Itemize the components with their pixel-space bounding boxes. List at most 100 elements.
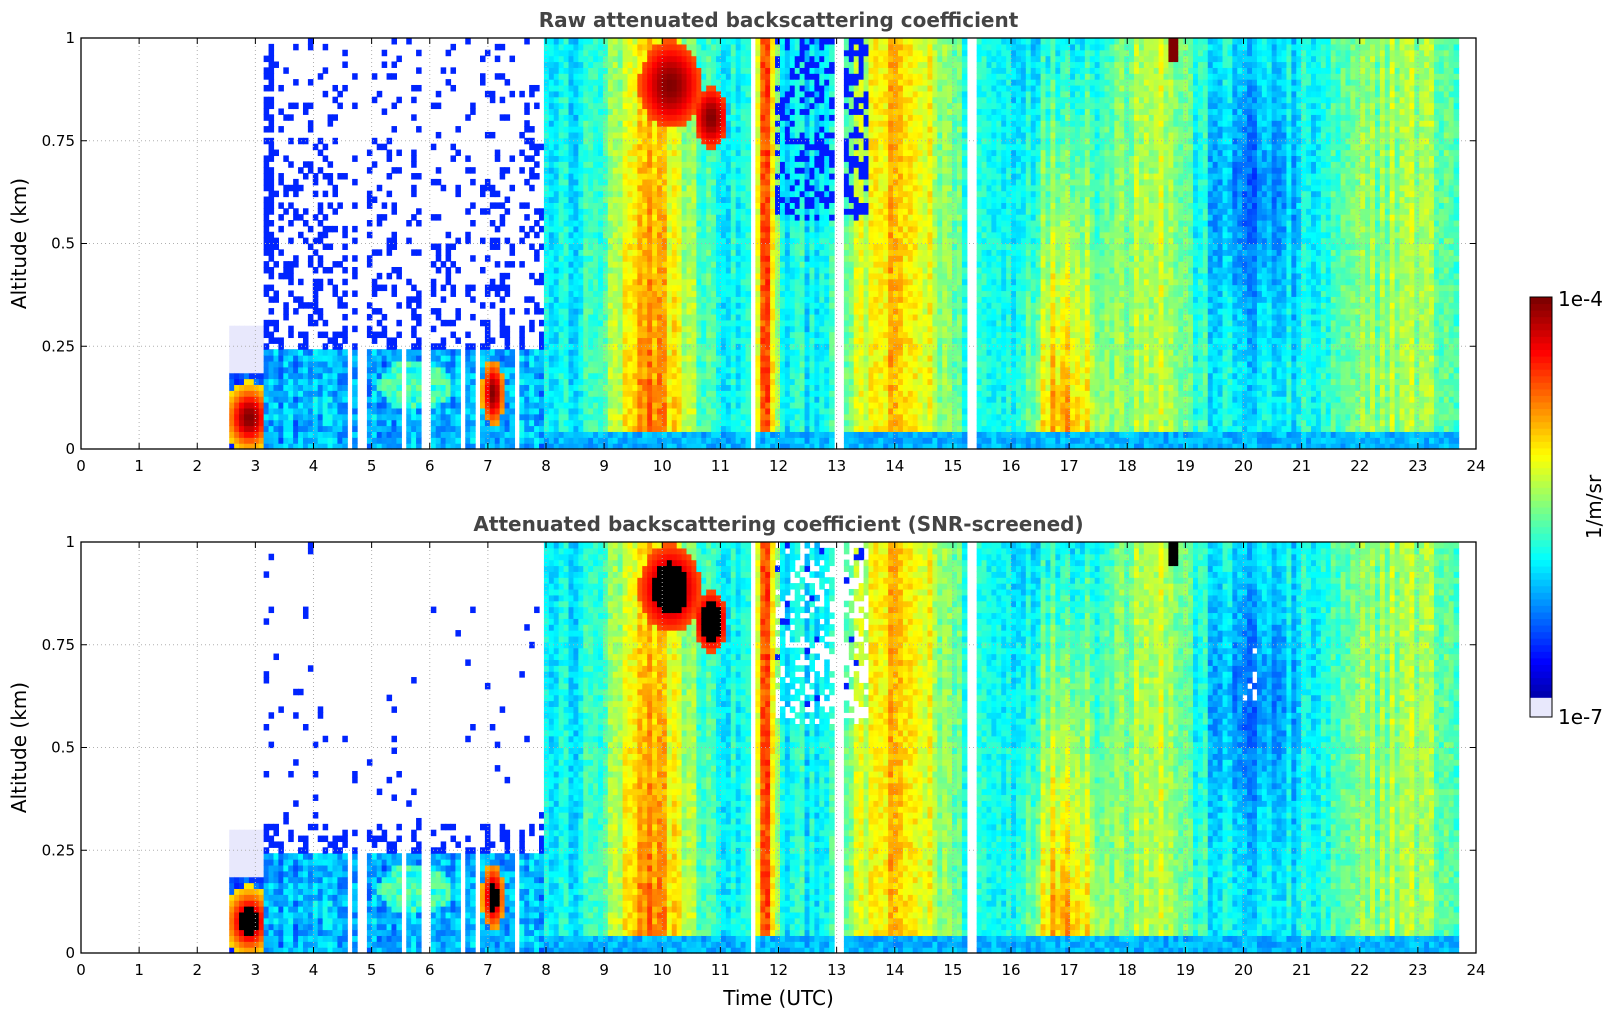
heatmap-cell [672,38,678,44]
heatmap-cell [775,144,781,150]
heatmap-cell [569,126,575,132]
heatmap-cell [328,226,334,232]
heatmap-cell [780,290,786,296]
heatmap-cell [465,285,471,291]
heatmap-cell [637,379,643,385]
heatmap-cell [642,67,648,73]
heatmap-cell [564,379,570,385]
heatmap-cell [603,408,609,414]
heatmap-cell [519,332,525,338]
heatmap-cell [721,202,727,208]
heatmap-cell [726,379,732,385]
heatmap-cell [691,61,697,67]
heatmap-cell [293,191,299,197]
heatmap-cell [613,285,619,291]
heatmap-cell [441,396,447,402]
heatmap-cell [524,414,530,420]
heatmap-cell [672,232,678,238]
heatmap-cell [573,420,579,426]
heatmap-cell [303,414,309,420]
heatmap-cell [288,367,294,373]
heatmap-cell [721,373,727,379]
heatmap-cell [382,285,388,291]
heatmap-cell [628,232,634,238]
heatmap-cell [746,390,752,396]
heatmap-cell [672,314,678,320]
heatmap-cell [588,402,594,408]
heatmap-cell [549,214,555,220]
heatmap-cell [760,126,766,132]
heatmap-cell [564,308,570,314]
heatmap-cell [711,437,717,443]
heatmap-cell [770,384,776,390]
heatmap-cell [741,320,747,326]
heatmap-cell [696,414,702,420]
heatmap-cell [701,379,707,385]
heatmap-cell [623,302,629,308]
heatmap-cell [436,431,442,437]
heatmap-cell [559,103,565,109]
heatmap-cell [701,267,707,273]
heatmap-cell [278,214,284,220]
heatmap-cell [687,150,693,156]
heatmap-cell [691,396,697,402]
heatmap-cell [593,97,599,103]
heatmap-cell [323,437,329,443]
heatmap-cell [760,337,766,343]
heatmap-cell [387,402,393,408]
heatmap-cell [416,379,422,385]
heatmap-cell [544,50,550,56]
heatmap-cell [573,408,579,414]
heatmap-cell [564,320,570,326]
heatmap-cell [642,244,648,250]
heatmap-cell [657,144,663,150]
heatmap-cell [342,426,348,432]
heatmap-cell [632,296,638,302]
heatmap-cell [613,296,619,302]
heatmap-cell [524,379,530,385]
heatmap-cell [519,361,525,367]
heatmap-cell [647,314,653,320]
heatmap-cell [564,185,570,191]
heatmap-cell [554,173,560,179]
heatmap-cell [637,426,643,432]
heatmap-cell [628,314,634,320]
heatmap-cell [755,44,761,50]
heatmap-cell [598,38,604,44]
heatmap-cell [746,167,752,173]
heatmap-cell [672,208,678,214]
heatmap-cell [741,161,747,167]
heatmap-cell [667,414,673,420]
heatmap-cell [593,255,599,261]
heatmap-cell [264,238,270,244]
heatmap-cell [652,226,658,232]
heatmap-cell [583,367,589,373]
heatmap-cell [436,267,442,273]
heatmap-cell [588,384,594,390]
heatmap-cell [770,191,776,197]
heatmap-cell [578,396,584,402]
heatmap-cell [637,50,643,56]
heatmap-cell [657,255,663,261]
heatmap-cell [529,373,535,379]
heatmap-cell [687,402,693,408]
heatmap-cell [441,402,447,408]
heatmap-cell [549,202,555,208]
heatmap-cell [637,120,643,126]
heatmap-cell [288,373,294,379]
heatmap-cell [455,396,461,402]
heatmap-cell [765,220,771,226]
heatmap-cell [711,79,717,85]
heatmap-cell [711,114,717,120]
heatmap-cell [391,367,397,373]
heatmap-cell [736,261,742,267]
heatmap-cell [746,108,752,114]
heatmap-cell [554,379,560,385]
heatmap-cell [603,208,609,214]
heatmap-cell [308,379,314,385]
heatmap-cell [588,308,594,314]
heatmap-cell [372,73,378,79]
heatmap-cell [588,302,594,308]
heatmap-cell [726,202,732,208]
heatmap-cell [623,431,629,437]
